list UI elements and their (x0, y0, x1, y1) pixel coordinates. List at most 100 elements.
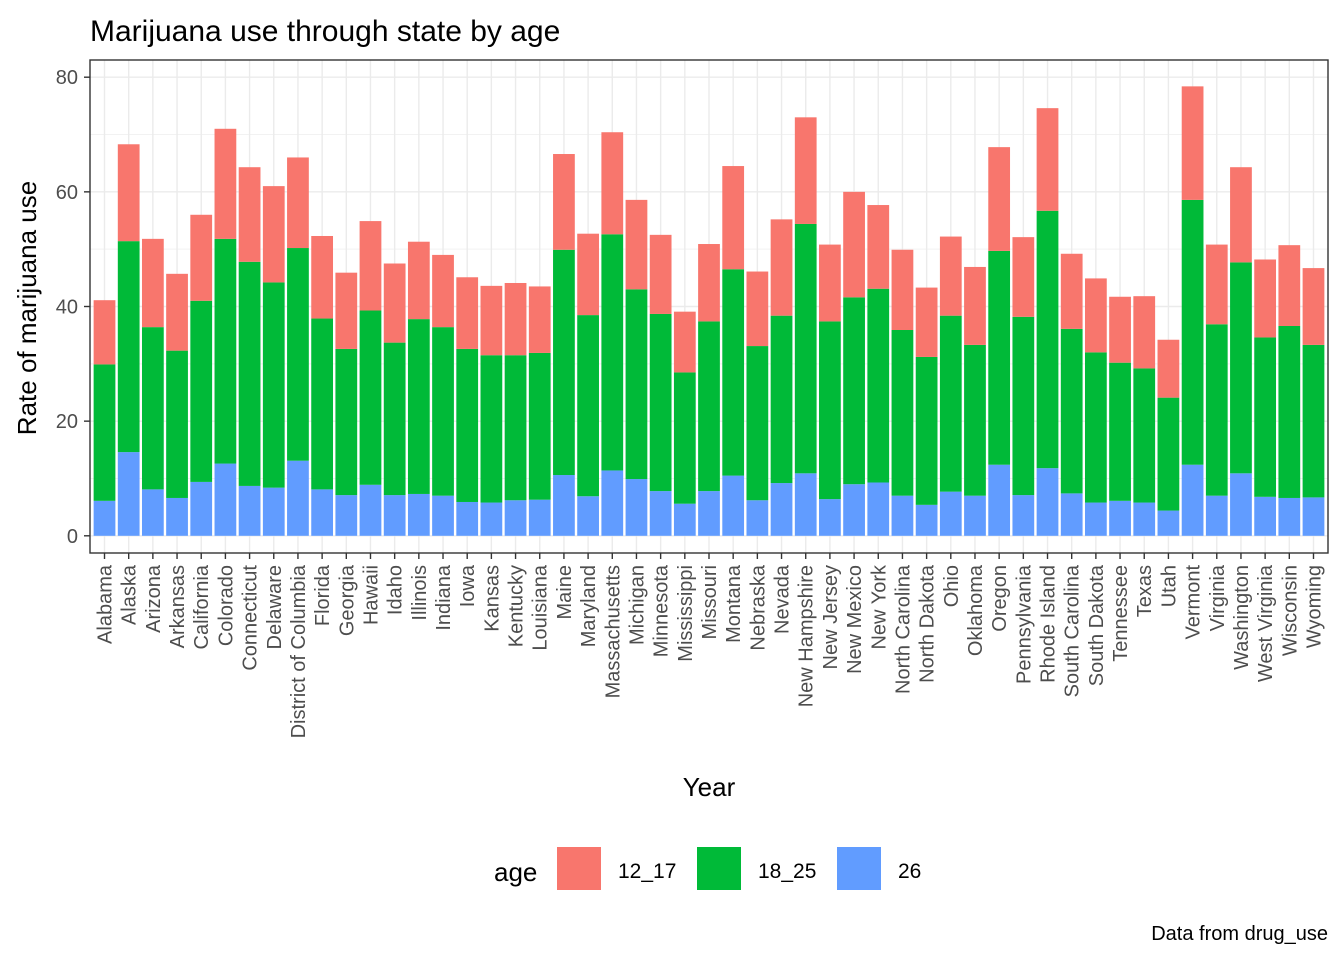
bar-idaho-26 (383, 495, 406, 536)
bar-indiana-26 (432, 495, 454, 536)
x-tick-label: Pennsylvania (1013, 564, 1035, 684)
bar-maine-12_17 (553, 154, 575, 250)
bar-pennsylvania-26 (1012, 495, 1035, 536)
x-tick-label: Kansas (481, 565, 503, 632)
chart-caption: Data from drug_use (1151, 923, 1328, 945)
x-tick-label: Missouri (699, 565, 721, 639)
bar-utah-18_25 (1157, 397, 1180, 511)
bar-new-york-12_17 (867, 205, 890, 289)
bar-vermont-18_25 (1181, 199, 1204, 465)
bar-kentucky-26 (504, 500, 527, 536)
x-tick-label: Washington (1231, 565, 1253, 670)
bar-colorado-18_25 (214, 238, 237, 464)
bar-district-of-columbia-12_17 (287, 157, 309, 249)
legend-label-26: 26 (898, 860, 921, 883)
bar-nevada-18_25 (770, 315, 793, 484)
bar-hawaii-12_17 (359, 221, 382, 311)
bar-west-virginia-18_25 (1254, 337, 1277, 497)
bar-colorado-26 (214, 463, 237, 536)
bar-oklahoma-26 (964, 495, 986, 536)
bar-north-dakota-18_25 (915, 356, 938, 505)
bar-arizona-26 (141, 489, 164, 536)
bar-wyoming-26 (1302, 497, 1325, 536)
bar-pennsylvania-18_25 (1012, 316, 1035, 496)
x-axis-title: Year (683, 772, 736, 802)
bar-new-hampshire-18_25 (794, 223, 817, 474)
bar-new-mexico-12_17 (843, 191, 865, 298)
bar-virginia-18_25 (1205, 324, 1228, 496)
bar-hawaii-18_25 (359, 310, 382, 485)
bar-massachusetts-18_25 (601, 234, 624, 471)
legend-key-18_25 (697, 847, 741, 890)
x-tick-label: New Hampshire (796, 565, 818, 707)
bar-nevada-12_17 (770, 219, 793, 316)
x-tick-label: Georgia (336, 564, 358, 636)
bar-alabama-26 (93, 500, 116, 536)
bar-arizona-12_17 (141, 238, 164, 328)
bar-nebraska-18_25 (746, 346, 769, 501)
chart-title: Marijuana use through state by age (90, 15, 560, 48)
x-tick-label: Arkansas (167, 565, 189, 648)
legend-label-18_25: 18_25 (758, 860, 816, 883)
bar-illinois-12_17 (407, 241, 430, 320)
bar-alaska-18_25 (117, 241, 140, 453)
bar-virginia-26 (1205, 495, 1228, 536)
bar-vermont-12_17 (1181, 86, 1204, 200)
bar-florida-12_17 (311, 235, 334, 319)
x-tick-label: North Dakota (917, 564, 939, 683)
bar-oklahoma-18_25 (964, 344, 986, 496)
bar-mississippi-26 (673, 503, 696, 536)
x-tick-label: Connecticut (240, 565, 262, 671)
x-tick-label: Arizona (143, 564, 165, 633)
bar-louisiana-26 (528, 499, 551, 536)
bar-new-york-18_25 (867, 288, 890, 483)
bar-iowa-18_25 (456, 348, 479, 502)
bar-iowa-26 (456, 501, 479, 536)
bar-california-26 (190, 481, 213, 536)
bar-kansas-26 (480, 502, 503, 536)
x-tick-label: Oklahoma (965, 564, 987, 656)
bar-mississippi-12_17 (673, 311, 696, 373)
bar-georgia-26 (335, 495, 358, 536)
x-tick-label: Idaho (385, 565, 407, 615)
bar-rhode-island-12_17 (1036, 108, 1059, 211)
x-tick-label: Louisiana (530, 564, 552, 651)
bar-arizona-18_25 (141, 327, 164, 490)
x-tick-label: Alabama (95, 564, 117, 644)
bar-pennsylvania-12_17 (1012, 237, 1035, 317)
x-tick-label: Iowa (457, 564, 479, 607)
bar-new-hampshire-12_17 (794, 117, 817, 224)
legend: age 12_17 18_25 26 (494, 847, 921, 890)
bar-south-dakota-26 (1084, 502, 1107, 536)
bar-florida-26 (311, 489, 334, 536)
x-tick-label: New Jersey (820, 565, 842, 669)
bar-new-jersey-18_25 (819, 321, 841, 500)
bar-indiana-12_17 (432, 254, 454, 328)
bar-idaho-18_25 (383, 342, 406, 496)
x-tick-label: Colorado (215, 565, 237, 646)
bar-south-carolina-12_17 (1060, 253, 1083, 329)
bar-michigan-18_25 (625, 289, 648, 480)
legend-key-12_17 (557, 847, 601, 890)
bar-wyoming-18_25 (1302, 344, 1325, 498)
bar-montana-18_25 (722, 269, 745, 476)
bar-minnesota-18_25 (649, 313, 672, 492)
x-tick-label: Nevada (772, 564, 794, 634)
bar-south-dakota-18_25 (1084, 352, 1107, 503)
bar-massachusetts-12_17 (601, 132, 624, 235)
bar-washington-12_17 (1230, 167, 1252, 263)
x-tick-label: North Carolina (892, 564, 914, 694)
x-tick-label: New York (868, 564, 890, 649)
bar-new-mexico-26 (843, 484, 865, 536)
legend-label-12_17: 12_17 (618, 860, 676, 883)
bar-massachusetts-26 (601, 470, 624, 536)
bar-connecticut-12_17 (238, 167, 261, 262)
bar-south-carolina-26 (1060, 493, 1083, 536)
bar-kentucky-12_17 (504, 282, 527, 356)
x-tick-label: New Mexico (844, 565, 866, 674)
x-tick-label: Michigan (626, 565, 648, 645)
bar-rhode-island-18_25 (1036, 210, 1059, 469)
bar-kansas-12_17 (480, 285, 503, 356)
bar-illinois-26 (407, 493, 430, 536)
x-tick-label: District of Columbia (288, 564, 310, 738)
